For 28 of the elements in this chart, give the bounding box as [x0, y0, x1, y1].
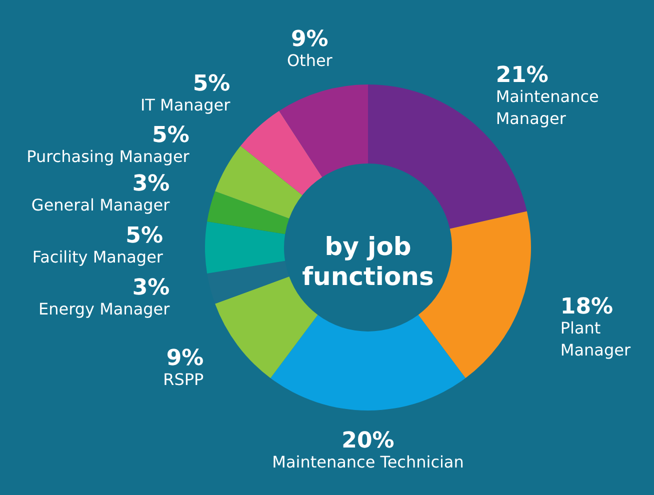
data-label: 9%: [166, 346, 204, 372]
donut-slice: [207, 260, 290, 304]
donut-slice: [279, 84, 368, 178]
donut-slice: [215, 146, 302, 218]
data-label: 5%: [152, 122, 190, 148]
slice-label: Other: [286, 50, 333, 70]
donut-slice: [240, 110, 322, 196]
data-label: 18%: [560, 294, 614, 320]
slice-label: Purchasing Manager: [26, 146, 190, 166]
slice-label: IT Manager: [140, 96, 231, 115]
slice-label: Maintenance Manager: [496, 87, 599, 128]
data-label: 5%: [192, 72, 230, 97]
donut-slice: [270, 314, 466, 410]
slice-label: General Manager: [31, 196, 170, 214]
data-label: 20%: [342, 428, 394, 454]
data-label: 3%: [132, 276, 170, 300]
data-label: 9%: [290, 26, 328, 52]
slice-label: RSPP: [163, 370, 204, 390]
slice-label: Plant Manager: [560, 318, 631, 360]
slice-label: Maintenance Technician: [272, 452, 464, 472]
data-label: 5%: [126, 224, 163, 248]
slice-label: Energy Manager: [38, 300, 170, 318]
donut-slice: [207, 191, 290, 234]
data-label: 3%: [132, 172, 170, 196]
slice-label: Facility Manager: [32, 248, 164, 266]
text: by job functions: [302, 232, 434, 291]
donut-slice: [205, 221, 286, 274]
data-label: 21%: [496, 63, 548, 88]
